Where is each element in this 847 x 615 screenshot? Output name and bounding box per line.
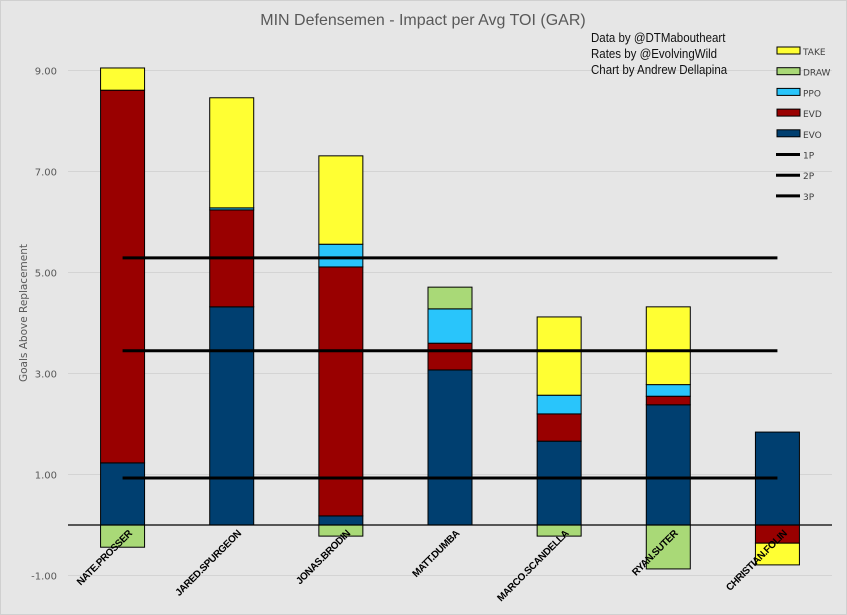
bar-segment-take [100,67,146,91]
x-tick-label: MARCO.SCANDELLA [495,528,571,604]
y-tick-label: -1.00 [31,572,57,583]
legend-swatch-evd [776,108,801,117]
legend-swatch-draw [776,67,801,76]
bar-segment-ppo [318,243,364,268]
bar-segment-draw [427,286,473,310]
bar-segment-evo [427,369,473,526]
legend-label-evd: EVD [803,110,822,120]
bar-segment-evo [100,462,146,526]
bar-segment-evo [645,404,691,526]
y-tick-label: 1.00 [35,471,57,482]
bar-segment-take [754,542,800,566]
credit-rates: Rates by @EvolvingWild [591,47,718,61]
credit-data: Data by @DTMaboutheart [591,31,726,45]
credits-annotation: Data by @DTMaboutheart Rates by @Evolvin… [591,30,727,78]
y-tick-label: 3.00 [35,370,57,381]
legend-swatch-ppo [776,87,801,96]
credit-chart: Chart by Andrew Dellapina [591,63,728,77]
legend-swatch-take [776,46,801,55]
bar-segment-evd [645,395,691,406]
legend-label-ppo: PPO [803,89,821,99]
legend-swatch-evo [776,129,801,138]
bar-segment-evo [318,515,364,526]
y-tick-label: 7.00 [35,168,57,179]
legend-label-3p: 3P [803,193,815,203]
bar-segment-draw [645,524,691,570]
legend-label-1p: 1P [803,152,815,162]
bar-segment-evd [427,342,473,371]
legend-label-draw: DRAW [803,69,830,79]
bar-segment-ppo [427,308,473,344]
bar-segment-take [318,155,364,245]
bar-segment-evd [536,413,582,442]
bar-segment-take [209,97,255,209]
x-tick-label: JARED.SPURGEON [174,528,244,598]
legend-label-evo: EVO [803,131,822,141]
legend-label-take: TAKE [802,48,826,58]
bar-segment-take [536,316,582,396]
y-axis-label: Goals Above Replacement [18,244,30,382]
bar-segment-take [645,306,691,386]
bar-segment-evo [209,306,255,526]
x-tick-label: MATT.DUMBA [411,528,463,580]
bar-segment-ppo [645,384,691,397]
x-tick-label: JONAS.BRODIN [294,528,353,587]
legend-label-2p: 2P [803,172,815,182]
y-tick-label: 5.00 [35,269,57,280]
bar-segment-ppo [536,394,582,415]
chart-title: MIN Defensemen - Impact per Avg TOI (GAR… [260,12,585,29]
y-tick-label: 9.00 [35,67,57,78]
bar-segment-evd [100,89,146,464]
bar-segment-evo [536,440,582,526]
